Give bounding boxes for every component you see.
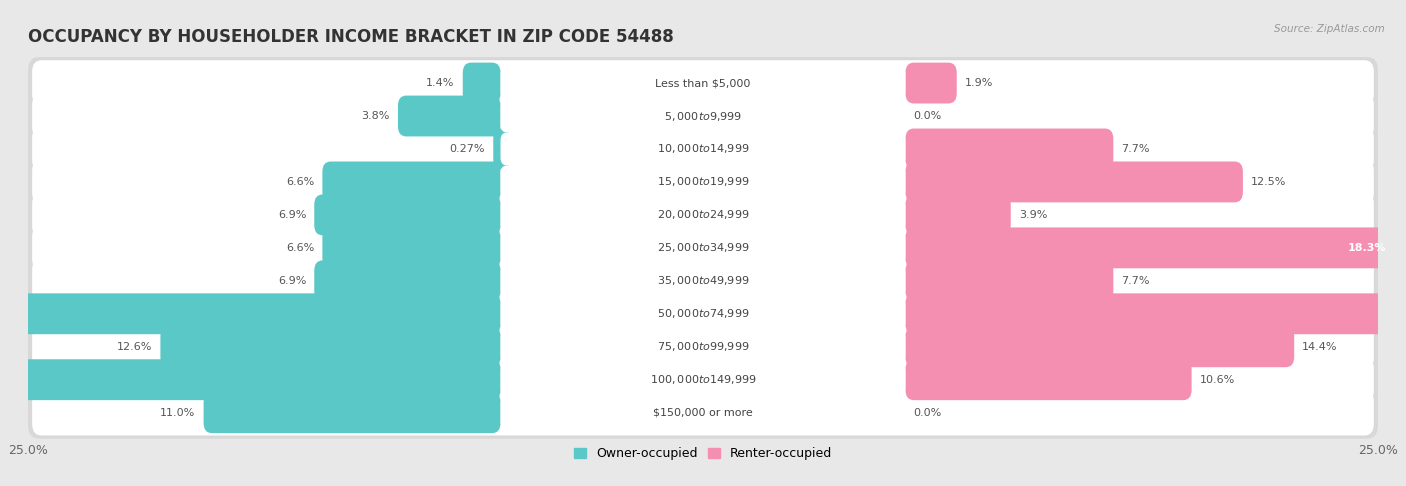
Text: 10.6%: 10.6%: [1199, 375, 1234, 385]
Text: 6.6%: 6.6%: [285, 243, 315, 253]
Text: 7.7%: 7.7%: [1122, 276, 1150, 286]
FancyBboxPatch shape: [905, 227, 1399, 268]
FancyBboxPatch shape: [32, 390, 1374, 435]
FancyBboxPatch shape: [28, 354, 1378, 406]
FancyBboxPatch shape: [32, 126, 1374, 172]
Text: 0.0%: 0.0%: [914, 111, 942, 121]
FancyBboxPatch shape: [28, 288, 1378, 340]
FancyBboxPatch shape: [905, 359, 1192, 400]
FancyBboxPatch shape: [28, 222, 1378, 274]
FancyBboxPatch shape: [905, 294, 1406, 334]
FancyBboxPatch shape: [905, 326, 1294, 367]
FancyBboxPatch shape: [28, 387, 1378, 439]
FancyBboxPatch shape: [315, 194, 501, 235]
Text: 11.0%: 11.0%: [160, 408, 195, 417]
FancyBboxPatch shape: [32, 60, 1374, 106]
FancyBboxPatch shape: [28, 255, 1378, 307]
FancyBboxPatch shape: [32, 324, 1374, 369]
Text: 3.8%: 3.8%: [361, 111, 389, 121]
Text: $150,000 or more: $150,000 or more: [654, 408, 752, 417]
FancyBboxPatch shape: [204, 392, 501, 433]
FancyBboxPatch shape: [463, 63, 501, 104]
FancyBboxPatch shape: [501, 100, 905, 133]
FancyBboxPatch shape: [28, 321, 1378, 373]
Text: 12.6%: 12.6%: [117, 342, 152, 352]
Text: 7.7%: 7.7%: [1122, 144, 1150, 154]
FancyBboxPatch shape: [501, 67, 905, 100]
Text: $25,000 to $34,999: $25,000 to $34,999: [657, 242, 749, 254]
FancyBboxPatch shape: [501, 165, 905, 198]
Text: $10,000 to $14,999: $10,000 to $14,999: [657, 142, 749, 156]
FancyBboxPatch shape: [322, 161, 501, 202]
FancyBboxPatch shape: [32, 225, 1374, 271]
FancyBboxPatch shape: [501, 264, 905, 297]
Text: $35,000 to $49,999: $35,000 to $49,999: [657, 274, 749, 287]
Text: 0.27%: 0.27%: [450, 144, 485, 154]
FancyBboxPatch shape: [501, 396, 905, 429]
Text: $50,000 to $74,999: $50,000 to $74,999: [657, 307, 749, 320]
Text: OCCUPANCY BY HOUSEHOLDER INCOME BRACKET IN ZIP CODE 54488: OCCUPANCY BY HOUSEHOLDER INCOME BRACKET …: [28, 28, 673, 46]
Text: $20,000 to $24,999: $20,000 to $24,999: [657, 208, 749, 222]
Text: Source: ZipAtlas.com: Source: ZipAtlas.com: [1274, 24, 1385, 35]
FancyBboxPatch shape: [0, 294, 501, 334]
Text: 12.5%: 12.5%: [1251, 177, 1286, 187]
FancyBboxPatch shape: [905, 63, 956, 104]
FancyBboxPatch shape: [398, 96, 501, 137]
Text: 6.6%: 6.6%: [285, 177, 315, 187]
FancyBboxPatch shape: [0, 359, 501, 400]
Text: Less than $5,000: Less than $5,000: [655, 78, 751, 88]
FancyBboxPatch shape: [501, 363, 905, 396]
FancyBboxPatch shape: [501, 231, 905, 264]
FancyBboxPatch shape: [32, 357, 1374, 402]
FancyBboxPatch shape: [501, 330, 905, 363]
FancyBboxPatch shape: [494, 128, 510, 170]
FancyBboxPatch shape: [322, 227, 501, 268]
FancyBboxPatch shape: [905, 260, 1114, 301]
FancyBboxPatch shape: [28, 123, 1378, 175]
FancyBboxPatch shape: [32, 258, 1374, 304]
FancyBboxPatch shape: [315, 260, 501, 301]
FancyBboxPatch shape: [32, 159, 1374, 205]
Text: 14.4%: 14.4%: [1302, 342, 1337, 352]
FancyBboxPatch shape: [501, 297, 905, 330]
Text: 3.9%: 3.9%: [1019, 210, 1047, 220]
FancyBboxPatch shape: [28, 189, 1378, 241]
Text: $5,000 to $9,999: $5,000 to $9,999: [664, 109, 742, 122]
FancyBboxPatch shape: [501, 198, 905, 231]
FancyBboxPatch shape: [905, 161, 1243, 202]
Legend: Owner-occupied, Renter-occupied: Owner-occupied, Renter-occupied: [568, 442, 838, 465]
Text: 6.9%: 6.9%: [278, 276, 307, 286]
Text: $100,000 to $149,999: $100,000 to $149,999: [650, 373, 756, 386]
FancyBboxPatch shape: [28, 90, 1378, 142]
FancyBboxPatch shape: [32, 192, 1374, 238]
FancyBboxPatch shape: [28, 57, 1378, 109]
FancyBboxPatch shape: [32, 291, 1374, 337]
Text: 0.0%: 0.0%: [914, 408, 942, 417]
Text: 6.9%: 6.9%: [278, 210, 307, 220]
Text: 1.9%: 1.9%: [965, 78, 993, 88]
FancyBboxPatch shape: [32, 93, 1374, 139]
FancyBboxPatch shape: [905, 194, 1011, 235]
FancyBboxPatch shape: [501, 133, 905, 165]
FancyBboxPatch shape: [905, 128, 1114, 170]
Text: $15,000 to $19,999: $15,000 to $19,999: [657, 175, 749, 189]
Text: 18.3%: 18.3%: [1347, 243, 1386, 253]
Text: $75,000 to $99,999: $75,000 to $99,999: [657, 340, 749, 353]
FancyBboxPatch shape: [160, 326, 501, 367]
FancyBboxPatch shape: [28, 156, 1378, 208]
Text: 1.4%: 1.4%: [426, 78, 454, 88]
